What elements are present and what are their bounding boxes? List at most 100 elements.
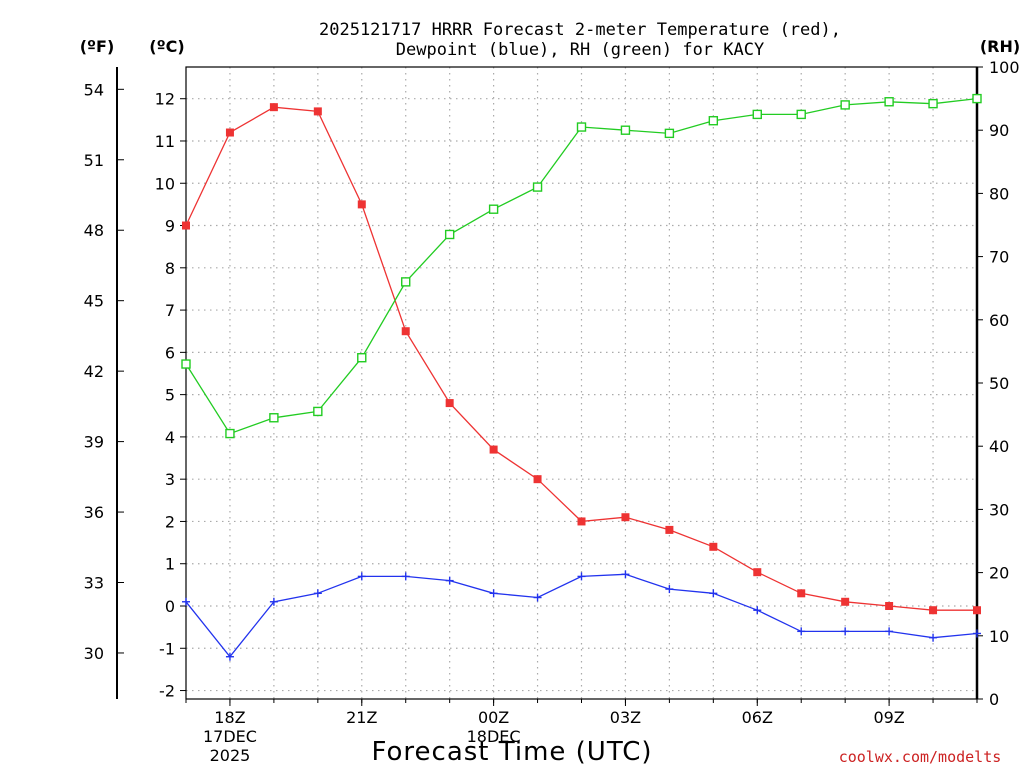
- temperature-point: [445, 399, 454, 408]
- celsius-tick-label: 1: [165, 555, 175, 574]
- x-axis-label: Forecast Time (UTC): [371, 737, 652, 767]
- rh-point: [576, 122, 587, 132]
- fahrenheit-tick-label: 54: [84, 80, 104, 99]
- dewpoint-point: [269, 597, 278, 606]
- fahrenheit-tick-label: 45: [84, 292, 104, 311]
- rh-point: [269, 413, 279, 423]
- rh-point: [620, 125, 631, 135]
- rh-point: [884, 97, 894, 107]
- temperature-point: [313, 107, 322, 116]
- temperature-point: [797, 589, 806, 598]
- x-tick-label: 06Z: [742, 708, 773, 727]
- celsius-tick-label: 10: [155, 174, 175, 193]
- rh-point: [708, 116, 719, 126]
- celsius-tick-label: -1: [159, 639, 175, 658]
- temperature-point: [973, 606, 981, 615]
- rh-unit-label: (RH): [980, 37, 1020, 56]
- axes-layer: -2-1012345678910111230333639424548515401…: [84, 58, 1020, 709]
- x-tick-label: 17DEC: [203, 727, 257, 746]
- rh-point: [840, 100, 850, 110]
- dewpoint-point: [753, 606, 762, 615]
- rh-tick-label: 100: [989, 58, 1020, 77]
- temperature-point: [709, 542, 718, 551]
- x-tick-label: 03Z: [610, 708, 641, 727]
- dewpoint-point: [357, 572, 366, 581]
- dewpoint-point: [489, 589, 498, 598]
- temperature-point: [225, 128, 234, 137]
- x-tick-label: 18Z: [214, 708, 245, 727]
- series-layer: [181, 93, 982, 661]
- rh-point: [972, 93, 982, 104]
- temperature-point: [753, 568, 762, 577]
- dewpoint-point: [973, 629, 981, 638]
- temperature-point: [533, 475, 542, 484]
- dewpoint-point: [841, 627, 850, 636]
- temperature-point: [401, 327, 410, 336]
- rh-point: [225, 428, 235, 439]
- celsius-tick-label: 4: [165, 428, 175, 447]
- rh-tick-label: 30: [989, 500, 1009, 519]
- celsius-tick-label: -2: [159, 682, 175, 701]
- temperature-point: [577, 517, 586, 526]
- temperature-point: [665, 525, 674, 534]
- dewpoint-point: [797, 627, 806, 636]
- fahrenheit-tick-label: 36: [84, 503, 104, 522]
- celsius-tick-label: 11: [155, 132, 175, 151]
- fahrenheit-tick-label: 30: [84, 644, 104, 663]
- celsius-tick-label: 3: [165, 470, 175, 489]
- temperature-point: [929, 606, 938, 615]
- dewpoint-point: [621, 570, 630, 579]
- temperature-point: [841, 597, 850, 606]
- dewpoint-point: [225, 652, 234, 661]
- x-tick-label: 2025: [210, 746, 251, 765]
- celsius-tick-label: 0: [165, 597, 175, 616]
- rh-tick-label: 20: [989, 564, 1009, 583]
- celsius-tick-label: 2: [165, 512, 175, 531]
- celsius-tick-label: 9: [165, 217, 175, 236]
- dewpoint-point: [313, 589, 322, 598]
- chart-title-line2: Dewpoint (blue), RH (green) for KACY: [396, 40, 764, 60]
- dewpoint-point: [665, 585, 674, 594]
- rh-point: [181, 359, 191, 369]
- rh-tick-label: 40: [989, 437, 1009, 456]
- rh-tick-label: 80: [989, 184, 1009, 203]
- celsius-tick-label: 5: [165, 386, 175, 405]
- rh-point: [313, 406, 323, 417]
- x-tick-label: 18DEC: [467, 727, 521, 746]
- rh-point: [752, 109, 762, 120]
- dewpoint-point: [885, 627, 894, 636]
- temperature-point: [182, 221, 190, 230]
- x-tick-label: 09Z: [873, 708, 904, 727]
- celsius-tick-label: 6: [165, 343, 175, 362]
- rh-tick-label: 70: [989, 248, 1009, 267]
- dewpoint-point: [445, 576, 454, 585]
- rh-tick-label: 60: [989, 311, 1009, 330]
- rh-tick-label: 0: [989, 690, 999, 709]
- celsius-tick-label: 8: [165, 259, 175, 278]
- fahrenheit-tick-label: 39: [84, 433, 104, 452]
- dewpoint-point: [182, 597, 190, 606]
- rh-tick-label: 10: [989, 627, 1009, 646]
- x-tick-label: 00Z: [478, 708, 509, 727]
- x-tick-label: 21Z: [346, 708, 377, 727]
- rh-point: [532, 182, 543, 192]
- rh-point: [401, 277, 411, 287]
- temperature-point: [885, 601, 894, 610]
- rh-point: [796, 109, 806, 120]
- temperature-point: [269, 103, 278, 112]
- dewpoint-point: [533, 593, 542, 602]
- rh-point: [928, 98, 938, 109]
- rh-point: [444, 229, 455, 240]
- temperature-point: [489, 445, 498, 454]
- temperature-point: [621, 513, 630, 522]
- temperature-point: [357, 200, 366, 209]
- celsius-tick-label: 7: [165, 301, 175, 320]
- fahrenheit-unit-label: (ºF): [80, 37, 115, 56]
- rh-point: [488, 204, 499, 214]
- chart-title-line1: 2025121717 HRRR Forecast 2-meter Tempera…: [319, 20, 841, 40]
- dewpoint-point: [709, 589, 718, 598]
- credit-text: coolwx.com/modelts: [839, 748, 1002, 766]
- rh-point: [664, 128, 675, 139]
- rh-tick-label: 90: [989, 121, 1009, 140]
